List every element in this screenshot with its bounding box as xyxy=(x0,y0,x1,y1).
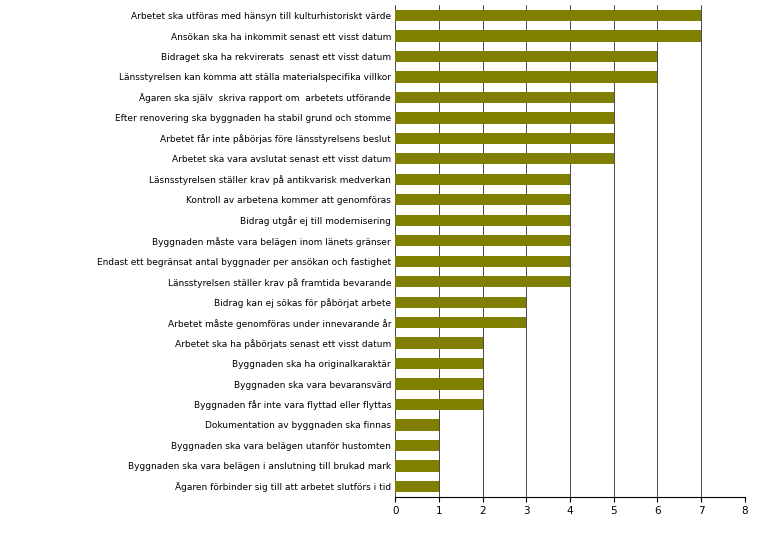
Bar xyxy=(395,296,526,308)
Bar xyxy=(395,112,613,123)
Bar xyxy=(395,235,570,246)
Bar xyxy=(395,358,483,369)
Bar xyxy=(395,379,483,390)
Bar xyxy=(395,153,613,164)
Bar xyxy=(395,30,701,42)
Bar xyxy=(395,276,570,287)
Bar xyxy=(395,194,570,206)
Bar xyxy=(395,337,483,349)
Bar xyxy=(395,92,613,103)
Bar xyxy=(395,174,570,185)
Bar xyxy=(395,440,439,451)
Bar xyxy=(395,481,439,492)
Bar xyxy=(395,317,526,328)
Bar xyxy=(395,256,570,267)
Bar xyxy=(395,399,483,410)
Bar xyxy=(395,419,439,430)
Bar xyxy=(395,72,657,83)
Bar xyxy=(395,215,570,226)
Bar xyxy=(395,51,657,62)
Bar xyxy=(395,133,613,144)
Bar xyxy=(395,10,701,21)
Bar xyxy=(395,460,439,472)
